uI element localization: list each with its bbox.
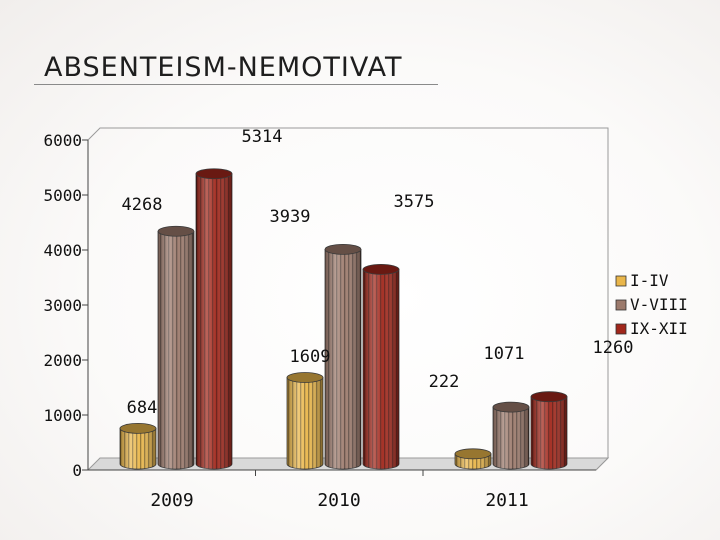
y-tick-label: 2000 — [43, 351, 82, 370]
legend-swatch — [615, 299, 627, 311]
data-label-i-iv-2009: 684 — [127, 398, 158, 418]
y-axis: 0 1000 2000 3000 4000 5000 6000 — [43, 131, 89, 480]
title-divider — [34, 84, 438, 85]
x-tick-label: 2011 — [485, 490, 528, 511]
bar-i-iv-2011 — [454, 448, 492, 470]
data-label-v-viii-2009: 4268 — [122, 195, 163, 215]
bar-ix-xii-2009 — [195, 168, 233, 470]
legend-label: V-VIII — [630, 295, 688, 314]
legend-swatch — [615, 275, 627, 287]
bar-v-viii-2011 — [492, 401, 530, 470]
y-tick-label: 1000 — [43, 406, 82, 425]
data-label-ix-xii-2009: 5314 — [242, 127, 283, 147]
data-label-ix-xii-2011: 1260 — [593, 338, 634, 358]
x-tick-label: 2009 — [150, 490, 193, 511]
slide-title: ABSENTEISM-NEMOTIVAT — [44, 52, 403, 83]
y-tick-label: 6000 — [43, 131, 82, 150]
legend: I-IV V-VIII IX-XII — [615, 271, 688, 338]
data-labels: 684 4268 5314 1609 3939 3575 222 1071 1260 — [122, 127, 634, 418]
data-label-v-viii-2010: 3939 — [270, 207, 311, 227]
data-label-v-viii-2011: 1071 — [484, 344, 525, 364]
y-tick-label: 4000 — [43, 241, 82, 260]
bar-v-viii-2010 — [324, 243, 362, 470]
data-label-ix-xii-2010: 3575 — [394, 192, 435, 212]
bars — [119, 168, 568, 470]
bar-v-viii-2009 — [157, 225, 195, 470]
legend-label: I-IV — [630, 271, 669, 290]
x-tick-label: 2010 — [317, 490, 360, 511]
bar-ix-xii-2010 — [362, 263, 400, 470]
bar-ix-xii-2011 — [530, 391, 568, 470]
legend-label: IX-XII — [630, 319, 688, 338]
y-tick-label: 0 — [72, 461, 82, 480]
x-axis: 2009 2010 2011 — [88, 469, 596, 511]
data-label-i-iv-2010: 1609 — [290, 347, 331, 367]
bar-i-iv-2009 — [119, 422, 157, 470]
legend-swatch — [615, 323, 627, 335]
y-tick-label: 5000 — [43, 186, 82, 205]
bar-i-iv-2010 — [286, 372, 324, 470]
y-tick-label: 3000 — [43, 296, 82, 315]
data-label-i-iv-2011: 222 — [429, 372, 460, 392]
